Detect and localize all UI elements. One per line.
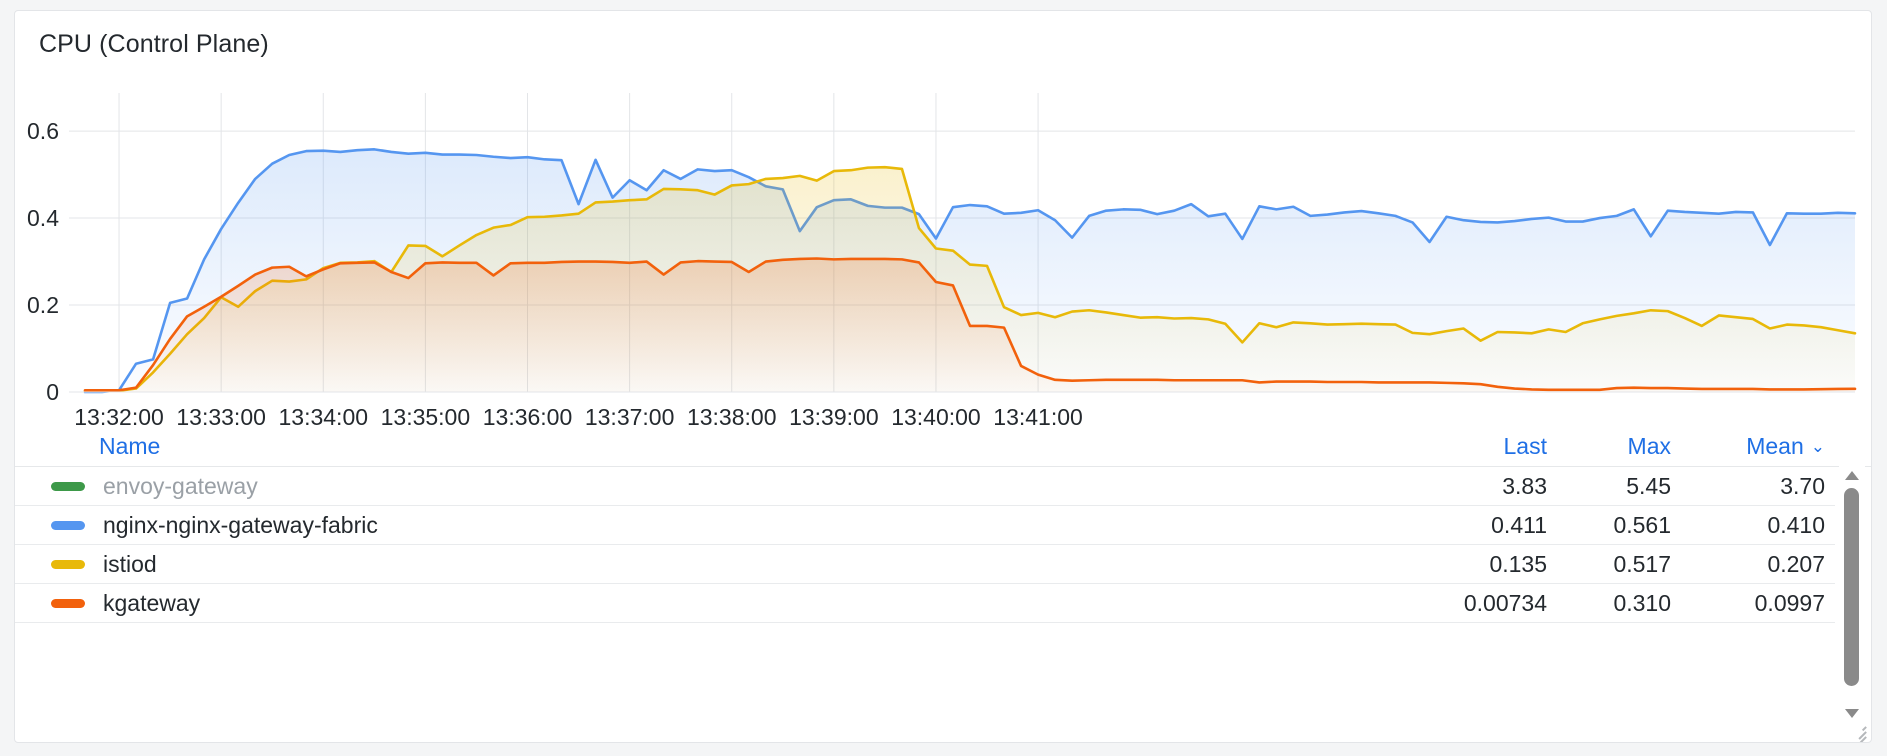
x-axis-tick-label: 13:38:00 (687, 404, 777, 427)
chevron-down-icon: ⌄ (1810, 436, 1825, 456)
legend-header-row: Name Last Max Mean ⌄ (15, 426, 1871, 466)
legend-last-value: 0.135 (1489, 550, 1547, 577)
series-name-label: nginx-nginx-gateway-fabric (103, 511, 378, 538)
y-axis-tick-label: 0 (46, 379, 59, 405)
sort-by-last-link[interactable]: Last (1503, 432, 1547, 459)
scrollbar-thumb[interactable] (1844, 488, 1859, 686)
legend-header-mean-cell: Mean ⌄ (1685, 433, 1835, 460)
scroll-down-button[interactable] (1839, 704, 1865, 722)
legend-header-last-cell: Last (1437, 433, 1561, 460)
legend-mean-cell: 0.0997 (1685, 590, 1835, 617)
legend-mean-cell: 0.410 (1685, 512, 1835, 539)
triangle-down-icon (1845, 708, 1859, 718)
sort-by-mean-link[interactable]: Mean ⌄ (1746, 433, 1825, 459)
legend-name-cell: istiod (15, 551, 1437, 578)
x-axis-tick-label: 13:32:00 (74, 404, 164, 427)
legend-last-value: 3.83 (1502, 472, 1547, 499)
series-area-kgateway (85, 258, 1855, 392)
y-axis-tick-label: 0.2 (27, 292, 59, 318)
legend-max-cell: 0.310 (1561, 590, 1685, 617)
legend-max-value: 0.517 (1613, 550, 1671, 577)
x-axis-tick-label: 13:34:00 (279, 404, 369, 427)
series-legend-table: Name Last Max Mean ⌄ envoy-gateway 3.83 5.4… (15, 426, 1871, 742)
legend-name-cell: kgateway (15, 590, 1437, 617)
legend-last-cell: 0.00734 (1437, 590, 1561, 617)
sort-by-mean-label: Mean (1746, 432, 1804, 459)
legend-max-value: 5.45 (1626, 472, 1671, 499)
legend-max-cell: 0.561 (1561, 512, 1685, 539)
series-name-label: envoy-gateway (103, 472, 258, 499)
legend-max-value: 0.310 (1613, 589, 1671, 616)
y-axis-tick-label: 0.6 (27, 118, 59, 144)
sort-by-max-link[interactable]: Max (1627, 432, 1671, 459)
series-line-nginx-nginx-gateway-fabric[interactable] (83, 148, 1857, 394)
legend-name-cell: envoy-gateway (15, 473, 1437, 500)
legend-row[interactable]: envoy-gateway 3.83 5.45 3.70 (15, 467, 1835, 506)
legend-rows-container: envoy-gateway 3.83 5.45 3.70 nginx-nginx-gat… (15, 466, 1871, 738)
series-name-label: kgateway (103, 589, 201, 616)
legend-scrollbar[interactable] (1839, 466, 1865, 734)
legend-last-cell: 0.135 (1437, 551, 1561, 578)
legend-name-cell: nginx-nginx-gateway-fabric (15, 512, 1437, 539)
legend-header-max-cell: Max (1561, 433, 1685, 460)
legend-max-value: 0.561 (1613, 511, 1671, 538)
legend-mean-cell: 0.207 (1685, 551, 1835, 578)
legend-header-name-cell: Name (15, 433, 1437, 460)
x-axis-tick-label: 13:37:00 (585, 404, 675, 427)
series-color-swatch (51, 520, 85, 530)
legend-mean-value: 0.207 (1767, 550, 1825, 577)
series-color-swatch (51, 598, 85, 608)
series-name-label: istiod (103, 550, 157, 577)
triangle-up-icon (1845, 470, 1859, 480)
legend-mean-value: 0.410 (1767, 511, 1825, 538)
legend-mean-value: 3.70 (1780, 472, 1825, 499)
resize-grip-icon[interactable] (1848, 720, 1868, 742)
scroll-up-button[interactable] (1839, 466, 1865, 484)
x-axis-tick-label: 13:39:00 (789, 404, 879, 427)
x-axis-tick-label: 13:41:00 (993, 404, 1083, 427)
cpu-control-plane-panel: CPU (Control Plane) 0 0.2 0.4 0.6 13:32:00 13… (14, 10, 1872, 743)
x-axis-tick-label: 13:35:00 (381, 404, 471, 427)
series-color-swatch (51, 559, 85, 569)
legend-last-cell: 3.83 (1437, 473, 1561, 500)
legend-row[interactable]: istiod 0.135 0.517 0.207 (15, 545, 1835, 584)
sort-by-name-link[interactable]: Name (99, 432, 161, 459)
x-axis-tick-label: 13:40:00 (891, 404, 981, 427)
timeseries-chart[interactable]: 0 0.2 0.4 0.6 13:32:00 13:33:00 13:34:00 13:35:… (15, 77, 1871, 427)
legend-last-cell: 0.411 (1437, 512, 1561, 539)
legend-mean-cell: 3.70 (1685, 473, 1835, 500)
x-axis-tick-label: 13:36:00 (483, 404, 573, 427)
series-color-swatch (51, 481, 85, 491)
legend-max-cell: 0.517 (1561, 551, 1685, 578)
legend-row[interactable]: kgateway 0.00734 0.310 0.0997 (15, 584, 1835, 623)
legend-last-value: 0.411 (1491, 511, 1547, 538)
series-line-kgateway[interactable] (83, 257, 1857, 392)
legend-last-value: 0.00734 (1463, 589, 1547, 616)
legend-mean-value: 0.0997 (1754, 589, 1825, 616)
page-title: CPU (Control Plane) (39, 30, 269, 58)
x-axis-tick-label: 13:33:00 (176, 404, 266, 427)
chart-canvas[interactable]: 0 0.2 0.4 0.6 13:32:00 13:33:00 13:34:00 13:35:… (15, 77, 1871, 427)
y-axis-tick-label: 0.4 (27, 205, 59, 231)
legend-max-cell: 5.45 (1561, 473, 1685, 500)
legend-row[interactable]: nginx-nginx-gateway-fabric 0.411 0.561 0.41… (15, 506, 1835, 545)
